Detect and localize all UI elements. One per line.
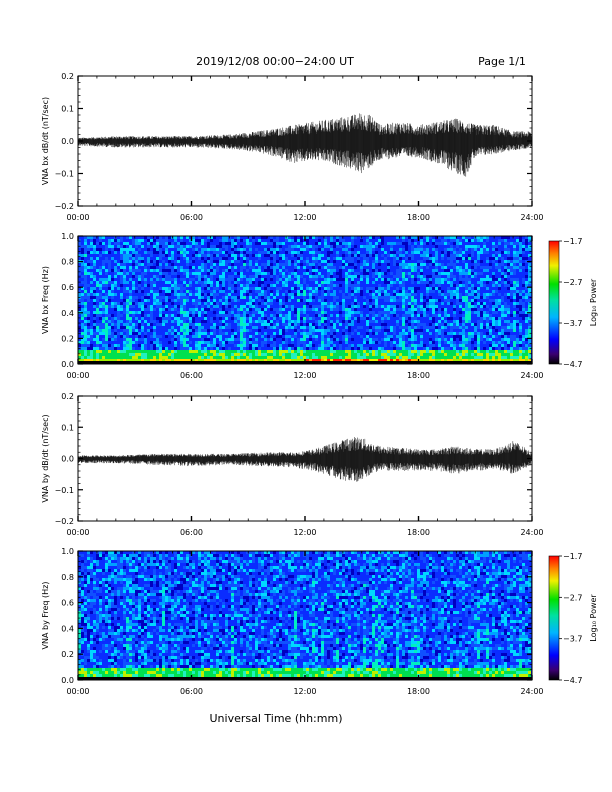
x-tick-label: 06:00 <box>180 528 203 537</box>
y-tick-label: 0.0 <box>61 137 74 146</box>
colorbar-tick-label: −4.7 <box>563 676 582 685</box>
x-tick-label: 12:00 <box>293 213 316 222</box>
by-spectrogram-panel: 00:00 06:00 12:00 18:00 24:00 1.0 0.8 0.6 0.4 0.2… <box>41 547 598 696</box>
spectrogram-cells <box>78 551 531 668</box>
spectrogram-cells <box>309 359 417 362</box>
spectrogram-cells <box>78 236 531 350</box>
y-tick-label: −0.2 <box>55 202 74 211</box>
colorbar <box>548 240 560 365</box>
plot-title: 2019/12/08 00:00−24:00 UT <box>196 55 354 68</box>
y-tick-label: 0.1 <box>61 105 74 114</box>
spectrogram-cells <box>78 668 531 677</box>
y-tick-label: 0.8 <box>61 258 74 267</box>
x-tick-label: 00:00 <box>66 687 89 696</box>
x-tick-label: 06:00 <box>180 371 203 380</box>
colorbar-tick-label: −2.7 <box>563 593 582 602</box>
y-tick-label: 0.4 <box>61 309 74 318</box>
x-tick-label: 12:00 <box>293 687 316 696</box>
spectrogram-cells <box>78 578 522 668</box>
x-tick-label: 24:00 <box>520 213 543 222</box>
colorbar-tick-label: −3.7 <box>563 635 582 644</box>
y-tick-label: 0.6 <box>61 599 74 608</box>
spectrogram-cells <box>78 236 531 350</box>
colorbar-tick-label: −3.7 <box>563 319 582 328</box>
spectrogram-cells <box>81 251 531 350</box>
x-tick-label: 12:00 <box>293 371 316 380</box>
y-tick-label: 1.0 <box>61 232 74 241</box>
y-tick-label: 0.2 <box>61 650 74 659</box>
y-tick-label: −0.1 <box>55 486 74 495</box>
colorbar <box>548 555 560 681</box>
y-tick-label: −0.1 <box>55 170 74 179</box>
y-tick-label: 0.6 <box>61 283 74 292</box>
spectrogram-cells <box>78 551 531 668</box>
by-waveform-panel: 00:00 06:00 12:00 18:00 24:00 0.2 0.1 0.0 −0.1 −0… <box>41 392 544 537</box>
colorbar-tick-label: −2.7 <box>563 278 582 287</box>
x-tick-label: 00:00 <box>66 371 89 380</box>
x-tick-label: 24:00 <box>520 687 543 696</box>
y-axis-label: VNA bx Freq (Hz) <box>41 266 50 334</box>
x-tick-label: 12:00 <box>293 528 316 537</box>
colorbar-tick-label: −4.7 <box>563 360 582 369</box>
y-tick-label: 0.0 <box>61 360 74 369</box>
x-tick-label: 18:00 <box>407 371 430 380</box>
colorbar-tick-label: −1.7 <box>563 552 582 561</box>
y-tick-label: 0.1 <box>61 423 74 432</box>
y-axis-label: VNA bx dB/dt (nT/sec) <box>41 97 50 185</box>
spectrogram-cells <box>81 350 531 359</box>
x-tick-label: 18:00 <box>407 687 430 696</box>
bx-spectrogram-panel: 00:00 06:00 12:00 18:00 24:00 1.0 0.8 0.6 0.4 0.2… <box>41 232 598 380</box>
y-tick-label: 0.2 <box>61 72 74 81</box>
colorbar-label: Log₁₀ Power <box>589 278 598 326</box>
y-tick-label: 0.4 <box>61 624 74 633</box>
y-axis-label: VNA by Freq (Hz) <box>41 582 50 650</box>
spectrogram-cells <box>78 668 531 677</box>
x-tick-label: 00:00 <box>66 528 89 537</box>
x-tick-label: 24:00 <box>520 371 543 380</box>
x-tick-label: 18:00 <box>407 528 430 537</box>
x-tick-label: 18:00 <box>407 213 430 222</box>
x-tick-label: 00:00 <box>66 213 89 222</box>
y-tick-label: 0.2 <box>61 392 74 401</box>
waveform-trace <box>77 113 533 177</box>
y-tick-label: 0.8 <box>61 573 74 582</box>
x-axis-label: Universal Time (hh:mm) <box>210 712 343 725</box>
y-tick-label: 0.0 <box>61 455 74 464</box>
spectrogram-cells <box>78 350 531 359</box>
spectrogram-cells <box>78 359 528 362</box>
page-indicator: Page 1/1 <box>478 55 526 68</box>
x-tick-label: 06:00 <box>180 213 203 222</box>
bx-waveform-panel: 00:00 06:00 12:00 18:00 24:00 0.2 0.1 0.0 −0.1 −0… <box>41 72 544 222</box>
y-tick-label: 1.0 <box>61 547 74 556</box>
waveform-trace <box>77 437 533 482</box>
y-axis-label: VNA by dB/dt (nT/sec) <box>41 414 50 502</box>
y-tick-label: 0.2 <box>61 334 74 343</box>
spectrogram-cells <box>84 668 528 677</box>
y-tick-label: −0.2 <box>55 517 74 526</box>
y-tick-label: 0.0 <box>61 676 74 685</box>
spectrogram-cells <box>78 551 531 668</box>
x-tick-label: 24:00 <box>520 528 543 537</box>
x-tick-label: 06:00 <box>180 687 203 696</box>
colorbar-tick-label: −1.7 <box>563 237 582 246</box>
colorbar-label: Log₁₀ Power <box>589 594 598 642</box>
